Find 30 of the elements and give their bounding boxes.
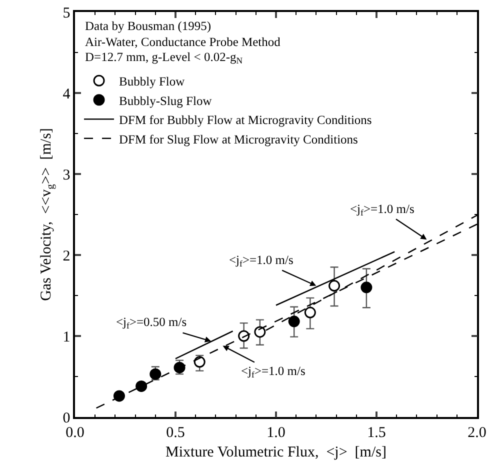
annotation: <j$_{f}$>=1.0 m/s (241, 364, 306, 380)
x-tick-label: 0.0 (66, 424, 84, 441)
point (304, 306, 316, 318)
annotation: Air-Water, Conductance Probe Method (85, 35, 282, 49)
annotation: <j$_{f}$>=1.0 m/s (350, 202, 414, 218)
annotation: <j$_{f}$>=0.50 m/s (116, 315, 187, 331)
legend-label: Bubbly Flow (119, 74, 185, 88)
point (360, 282, 372, 294)
y-tick-label: 3 (62, 167, 70, 184)
y-tick-label: 5 (62, 5, 70, 22)
y-tick-label: 4 (62, 86, 71, 102)
point (254, 326, 266, 338)
legend-label: DFM for Slug Flow at Microgravity Conditions (119, 132, 358, 146)
point (328, 280, 340, 292)
legend-label: Bubbly-Slug Flow (119, 94, 212, 108)
x-tick-label: 1.5 (367, 424, 386, 441)
x-tick-label: 1.0 (266, 424, 286, 441)
annotation: Data by Bousman (1995) (85, 19, 212, 33)
legend-label: DFM for Bubbly Flow at Microgravity Conditions (119, 113, 372, 127)
y-tick-label: 1 (62, 329, 70, 346)
x-axis-title: Mixture Volumetric Flux, <j> [m/s] (166, 444, 386, 460)
point (113, 390, 125, 402)
point (136, 380, 148, 392)
y-tick-label: 0 (62, 410, 70, 426)
annotation: <j$_{f}$>=1.0 m/s (229, 253, 294, 269)
annotation: D=12.7 mm, g-Level < 0.02-g$_{N}$ (85, 50, 244, 66)
x-tick-label: 2.0 (468, 424, 486, 441)
x-tick-label: 0.5 (166, 424, 185, 441)
y-tick-label: 2 (62, 248, 70, 264)
point (288, 316, 300, 328)
